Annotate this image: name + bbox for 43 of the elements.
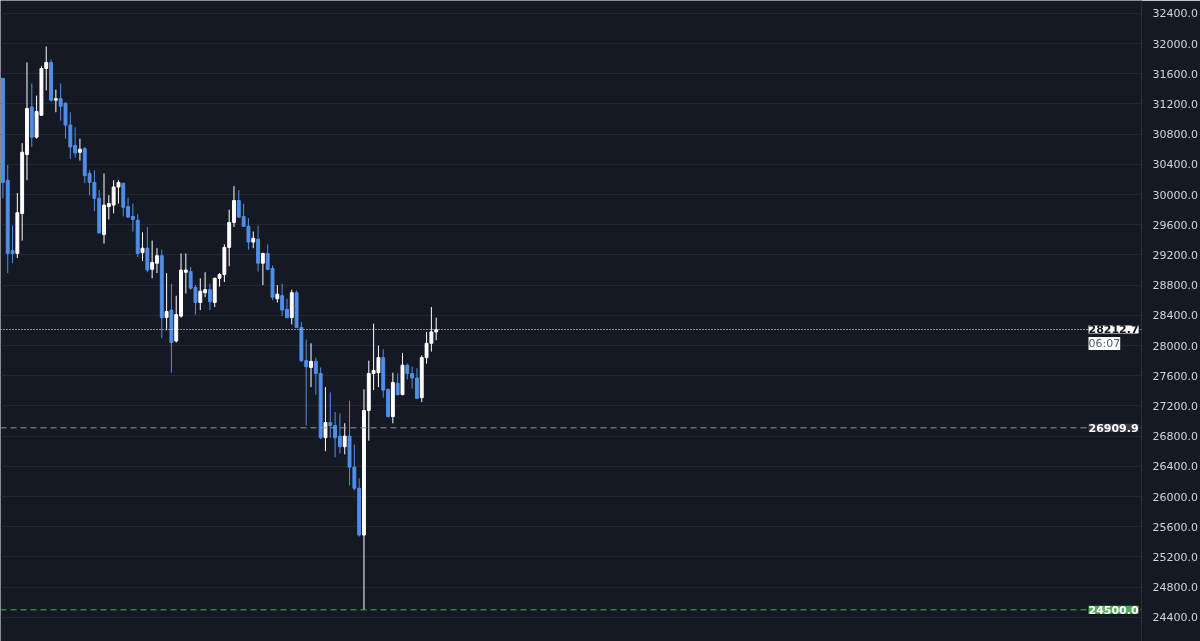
candlestick [337,412,342,454]
y-tick-label: 26400.0 [1152,460,1198,474]
y-tick-label: 26800.0 [1152,430,1198,444]
candlestick [260,252,265,286]
y-tick-label: 32400.0 [1152,7,1198,21]
candlestick [280,283,285,317]
y-tick-label: 31600.0 [1152,67,1198,81]
y-tick-label: 30000.0 [1152,188,1198,202]
candlestick [140,231,145,262]
y-tick-label: 28000.0 [1152,339,1198,353]
y-tick-label: 30400.0 [1152,158,1198,172]
candlestick [130,203,135,233]
y-tick-label: 26000.0 [1152,490,1198,504]
candlestick [150,240,155,279]
candlestick [309,342,313,388]
y-tick-label: 25200.0 [1152,550,1198,564]
y-tick-label: 28400.0 [1152,309,1198,323]
candlestick [207,283,212,311]
candlestick [145,226,150,273]
y-tick-label: 24800.0 [1152,581,1198,595]
y-tick-label: 27600.0 [1152,369,1198,383]
candlestick [77,138,82,162]
ref-line-label: 26909.9 [1088,421,1139,435]
y-tick-label: 31200.0 [1152,97,1198,111]
y-tick-label: 29200.0 [1152,248,1198,262]
candlestick [198,277,203,311]
y-tick-label: 30800.0 [1152,128,1198,142]
candlestick [116,179,121,205]
y-tick-label: 29600.0 [1152,218,1198,232]
y-tick-label: 28800.0 [1152,279,1198,293]
candlestick [53,89,58,113]
candlestick [323,386,328,452]
y-tick-label: 32000.0 [1152,37,1198,51]
y-tick-label: 25600.0 [1152,520,1198,534]
y-tick-label: 27200.0 [1152,399,1198,413]
annotation: 06:07 [1088,336,1121,350]
ref-line-label: 24500.0 [1088,603,1139,617]
candlestick [246,217,251,251]
ref-line-label: 28212.7 [1088,323,1139,337]
candlestick [342,422,347,455]
candlestick [328,391,333,439]
candlestick [376,345,381,388]
y-tick-label: 24400.0 [1152,611,1198,625]
